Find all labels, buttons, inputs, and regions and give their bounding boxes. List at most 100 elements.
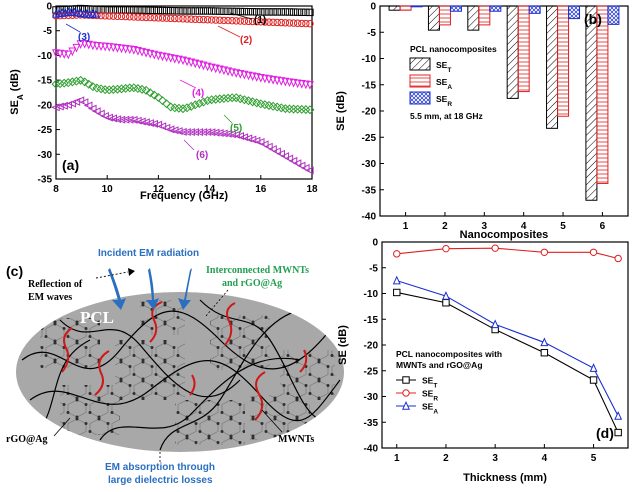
panel-a-point <box>125 45 134 55</box>
panel-d-line <box>396 291 619 433</box>
panel-a-xlabel: Frequency (GHz) <box>140 190 228 202</box>
panel-a-point <box>219 94 229 104</box>
panel-a-point <box>227 130 236 139</box>
panel-a-point <box>207 95 217 105</box>
panel-a-point <box>284 154 294 163</box>
panel-d-point <box>614 428 622 437</box>
panel-a-point <box>293 104 303 114</box>
panel-b-bar <box>528 5 541 14</box>
panel-a-point <box>166 14 175 23</box>
panel-a-point <box>240 7 249 16</box>
panel-a-point <box>293 19 302 27</box>
panel-a-point <box>296 161 306 170</box>
panel-a-point <box>289 19 298 27</box>
panel-a-series-3 <box>52 6 100 19</box>
panel-a-point <box>89 11 97 20</box>
panel-a-point <box>268 145 277 154</box>
panel-a-point <box>269 75 278 85</box>
panel-b-ylabel: SE (dB) <box>335 91 347 131</box>
panel-a-point <box>289 8 298 16</box>
panel-a-point <box>179 7 187 15</box>
panel-a-point <box>227 93 237 103</box>
panel-d-legend-title-1: PCL nanocomposites with <box>396 349 502 359</box>
panel-a-point <box>206 128 216 137</box>
panel-a-xtick-label: 12 <box>153 184 165 195</box>
panel-a-point <box>248 97 258 107</box>
panel-a-point <box>149 90 159 100</box>
panel-b-legend-swatch <box>409 57 431 71</box>
panel-a-point <box>273 8 281 16</box>
panel-a-point <box>305 81 314 90</box>
panel-d-legend-label: SEA <box>422 402 438 416</box>
panel-d-legend-marker <box>402 376 410 384</box>
panel-a-point <box>76 40 85 49</box>
panel-a-point <box>235 94 245 104</box>
panel-a-point <box>218 129 228 138</box>
panel-a-point <box>212 7 220 15</box>
panel-d-legend-marker <box>402 389 410 397</box>
panel-a-point <box>175 7 183 15</box>
panel-a-point <box>162 99 172 109</box>
panel-a-point <box>112 84 122 94</box>
absorption-label-line1: EM absorption through <box>105 462 215 473</box>
panel-a-point <box>214 129 224 138</box>
panel-a-point <box>60 50 69 59</box>
panel-a-xtick-label: 10 <box>102 184 114 195</box>
panel-a-point <box>83 101 93 110</box>
panel-a-point <box>199 15 208 24</box>
panel-a-xtick-label: 16 <box>255 184 267 195</box>
panel-a-point <box>273 76 282 86</box>
panel-c-schematic: PCL Incident EM radiation Reflection of … <box>6 248 344 486</box>
panel-a-point <box>113 12 122 20</box>
panel-b-bar <box>438 5 451 26</box>
panel-b-xtick-label: 6 <box>600 221 606 232</box>
panel-b-ytick-label: 0 <box>370 2 376 13</box>
panel-a-xtick-label: 14 <box>204 184 216 195</box>
panel-a-point <box>236 7 245 16</box>
panel-a-point <box>244 7 253 16</box>
panel-d-line <box>396 247 619 260</box>
panel-a-point <box>269 8 277 16</box>
panel-a-point <box>177 127 187 136</box>
panel-a-point <box>220 16 228 25</box>
panel-a-point <box>228 7 236 16</box>
panel-a-point <box>175 14 183 23</box>
panel-a-point <box>126 13 134 21</box>
panel-b-legend-label: SET <box>436 60 451 74</box>
panel-a-point <box>142 6 150 14</box>
panel-a-point <box>101 12 109 20</box>
panel-a-point <box>63 78 73 88</box>
panel-a-point <box>232 17 240 25</box>
panel-b-xtick-label: 5 <box>560 221 566 232</box>
panel-a-point <box>105 6 113 14</box>
panel-b-ytick-label: -5 <box>367 28 376 39</box>
panel-d-ytick-label: -10 <box>364 289 379 300</box>
incident-label: Incident EM radiation <box>98 248 199 259</box>
panel-a-point <box>80 77 90 87</box>
mwnt-network <box>21 299 341 451</box>
panel-a-point <box>194 98 204 108</box>
panel-a-ytick-label: -15 <box>38 76 53 87</box>
panel-a-point <box>67 77 77 87</box>
panel-d-point <box>540 248 549 257</box>
panel-a-point <box>202 128 212 137</box>
panel-b-bar <box>546 5 559 129</box>
incident-arrows <box>108 268 192 310</box>
callout-5: (5) <box>230 123 242 134</box>
panel-b-bar <box>596 5 609 184</box>
panel-a-point <box>112 115 122 124</box>
panel-a-point <box>277 8 285 16</box>
panel-a-point <box>142 13 150 22</box>
panel-a-point <box>253 17 261 26</box>
panel-d-ytick-label: 0 <box>372 238 378 249</box>
panel-a-ytick-label: -10 <box>38 51 53 62</box>
panel-a-point <box>56 49 65 59</box>
panel-a-point <box>153 92 163 102</box>
panel-d-label: (d) <box>596 425 614 441</box>
panel-a-point <box>248 8 257 16</box>
panel-a-point <box>265 8 273 16</box>
panel-b-label: (b) <box>584 11 602 27</box>
panel-a-point <box>255 137 265 146</box>
panel-a-point <box>289 104 299 114</box>
rgo-ag-sheets <box>40 300 335 445</box>
